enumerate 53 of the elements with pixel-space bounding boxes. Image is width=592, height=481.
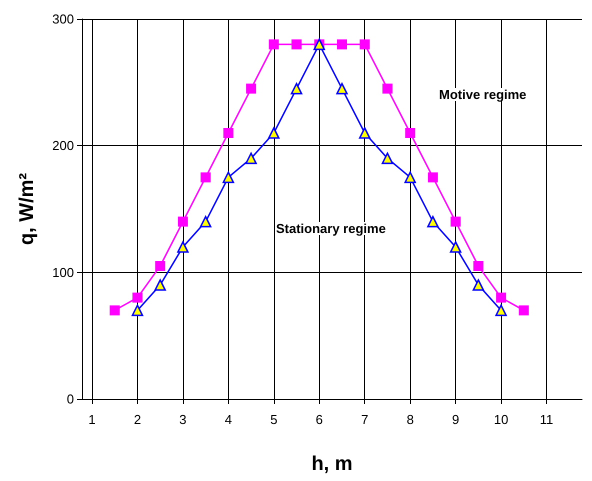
x-tick-label: 2 — [134, 412, 142, 427]
x-tick-label: 6 — [316, 412, 323, 427]
y-tick-label: 200 — [52, 138, 74, 154]
point — [360, 39, 370, 50]
point — [358, 127, 370, 139]
point — [245, 152, 257, 164]
y-tick-label: 100 — [52, 264, 74, 280]
point — [450, 216, 461, 227]
point — [336, 82, 348, 94]
x-tick-label: 8 — [406, 412, 414, 427]
point — [405, 128, 416, 138]
point — [496, 292, 506, 303]
x-tick-label: 9 — [452, 412, 460, 427]
point — [132, 304, 144, 316]
x-axis-title: h, m — [311, 453, 353, 475]
x-tick-label: 3 — [179, 412, 187, 427]
x-tick-label: 7 — [361, 412, 368, 427]
x-tick-label: 4 — [224, 412, 232, 427]
point — [246, 84, 256, 94]
point — [154, 279, 166, 291]
point — [178, 216, 188, 227]
point — [337, 39, 347, 50]
point — [223, 128, 234, 138]
x-tick-label: 1 — [88, 412, 96, 427]
point — [473, 261, 484, 271]
point — [450, 241, 462, 253]
point — [200, 216, 212, 228]
point — [495, 304, 507, 316]
point — [110, 305, 120, 316]
x-tick-label: 10 — [494, 412, 508, 427]
point — [472, 279, 484, 291]
point — [427, 216, 439, 228]
point — [404, 172, 416, 184]
point — [268, 127, 280, 139]
y-axis-title: q, W/m² — [16, 172, 38, 246]
point — [518, 305, 529, 316]
point — [268, 39, 279, 50]
x-tick-label: 5 — [270, 412, 278, 427]
point — [382, 152, 394, 164]
point — [132, 292, 142, 303]
point — [290, 82, 302, 94]
point — [222, 172, 234, 184]
y-tick-label: 0 — [66, 392, 74, 406]
y-tick-label: 300 — [52, 12, 74, 26]
point — [428, 172, 438, 182]
point — [200, 172, 211, 182]
point — [155, 261, 166, 271]
annotation: Motive regime — [439, 87, 526, 102]
point — [292, 39, 302, 50]
x-tick-label: 11 — [540, 412, 554, 427]
point — [177, 241, 189, 253]
point — [382, 84, 392, 94]
annotation: Stationary regime — [276, 221, 386, 236]
